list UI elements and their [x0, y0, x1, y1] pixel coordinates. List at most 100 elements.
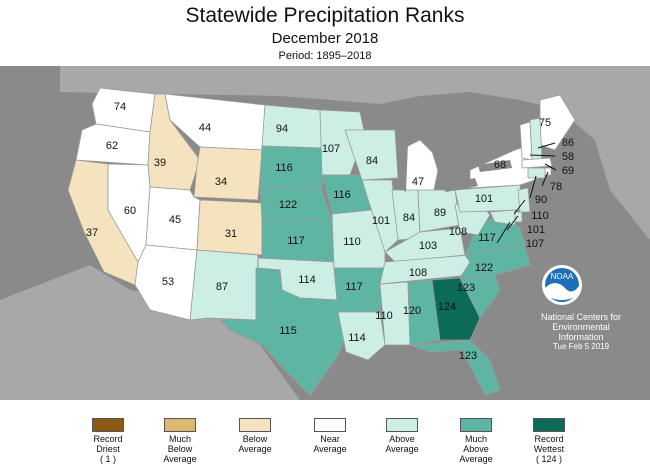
canada-land — [60, 66, 650, 240]
state-NJ — [517, 187, 531, 213]
state-RI — [544, 167, 552, 176]
map-period: Period: 1895–2018 — [278, 50, 372, 62]
rank-label-UT: 45 — [169, 214, 181, 226]
legend-item-record-wettest: Record Wettest ( 124 ) — [509, 418, 589, 464]
rank-label-WV: 108 — [449, 226, 467, 238]
lake-ontario — [478, 160, 512, 172]
rank-label-CA: 37 — [86, 227, 98, 239]
rank-label-NE: 122 — [279, 199, 297, 211]
rank-label-AR: 117 — [345, 281, 363, 293]
rank-label-IA: 116 — [333, 189, 351, 201]
credit-line-3: Information — [558, 332, 604, 342]
legend-label: Much Above Average — [459, 434, 493, 464]
state-MO — [331, 209, 386, 269]
state-DE — [514, 211, 523, 223]
mexico-land — [0, 265, 300, 400]
rank-label-ID: 39 — [154, 157, 166, 169]
legend-swatch — [164, 418, 196, 432]
rank-label-CO: 31 — [225, 228, 237, 240]
rank-label-NM: 87 — [216, 281, 228, 293]
legend-item-much-below: Much Below Average — [140, 418, 220, 464]
rank-label-LA: 114 — [348, 332, 366, 344]
legend-swatch — [92, 418, 124, 432]
noaa-logo-text: NOAA — [551, 272, 574, 281]
legend-item-below: Below Average — [215, 418, 295, 454]
credit-date: Tue Feb 5 2019 — [552, 342, 610, 351]
rank-label-VT: 58 — [562, 151, 574, 163]
rank-label-NC: 122 — [475, 262, 493, 274]
credit-line-2: Environmental — [552, 322, 610, 332]
lake-erie — [440, 178, 478, 192]
rank-label-MD: 107 — [526, 238, 544, 250]
rank-label-MI: 47 — [412, 176, 424, 188]
legend-swatch — [239, 418, 271, 432]
rank-label-OK: 114 — [298, 274, 316, 286]
legend-label: Record Wettest ( 124 ) — [533, 434, 565, 464]
rank-label-VA: 117 — [478, 232, 496, 244]
rank-label-OH: 89 — [434, 207, 446, 219]
rank-label-DE: 101 — [527, 224, 545, 236]
state-MD — [489, 209, 516, 226]
legend: Record Driest ( 1 ) Much Below Average B… — [0, 400, 650, 475]
lake-superior — [380, 115, 445, 138]
rank-label-AL: 120 — [403, 305, 421, 317]
state-FL — [409, 339, 501, 396]
rank-label-FL: 123 — [459, 350, 477, 362]
state-KY — [384, 227, 466, 263]
rank-label-SD: 116 — [275, 162, 293, 174]
rank-label-KS: 117 — [287, 235, 305, 247]
rank-label-IL: 101 — [372, 215, 390, 227]
rank-label-NJ: 110 — [531, 210, 549, 222]
rank-label-GA: 124 — [438, 301, 456, 313]
rank-label-TX: 115 — [279, 325, 297, 337]
rank-label-ME: 75 — [539, 117, 551, 129]
states-layer — [67, 87, 576, 396]
state-CT — [527, 167, 546, 179]
legend-label: Record Driest ( 1 ) — [93, 434, 123, 464]
rank-label-OR: 62 — [106, 140, 118, 152]
legend-label: Near Average — [313, 434, 347, 454]
callout-lines — [496, 142, 557, 244]
rank-label-SC: 123 — [457, 282, 475, 294]
state-MA — [521, 157, 553, 169]
legend-item-record-driest: Record Driest ( 1 ) — [68, 418, 148, 464]
state-ND — [261, 104, 323, 149]
state-VT — [519, 121, 533, 161]
rank-label-MS: 110 — [375, 310, 393, 322]
credit-block: National Centers for Environmental Infor… — [516, 312, 646, 352]
legend-swatch — [533, 418, 565, 432]
rank-label-MN: 107 — [322, 143, 340, 155]
rank-label-PA: 101 — [475, 193, 493, 205]
us-precipitation-map: 74 62 37 39 60 44 34 45 53 31 87 94 116 … — [0, 66, 650, 400]
rank-label-ND: 94 — [276, 123, 288, 135]
rank-label-MT: 44 — [199, 122, 211, 134]
rank-label-AZ: 53 — [162, 276, 174, 288]
legend-label: Much Below Average — [163, 434, 197, 464]
rank-labels: 74 62 37 39 60 44 34 45 53 31 87 94 116 … — [86, 101, 574, 362]
legend-item-much-above: Much Above Average — [436, 418, 516, 464]
map-subtitle: December 2018 — [271, 30, 379, 47]
noaa-logo: NOAA — [542, 265, 582, 305]
legend-item-near: Near Average — [290, 418, 370, 454]
rank-label-NV: 60 — [124, 205, 136, 217]
credit-line-1: National Centers for — [540, 312, 622, 322]
rank-label-MA: 69 — [562, 165, 574, 177]
legend-swatch — [460, 418, 492, 432]
rank-label-WA: 74 — [114, 101, 126, 113]
legend-swatch — [386, 418, 418, 432]
rank-label-TN: 108 — [409, 267, 427, 279]
map-title: Statewide Precipitation Ranks — [185, 4, 465, 27]
lake-michigan — [398, 140, 408, 192]
rank-label-WI: 84 — [366, 155, 378, 167]
rank-label-IN: 84 — [403, 212, 415, 224]
legend-swatch — [314, 418, 346, 432]
legend-item-above: Above Average — [362, 418, 442, 454]
state-IL — [361, 179, 399, 253]
state-TX — [219, 267, 351, 396]
rank-label-NH: 86 — [562, 137, 574, 149]
rank-label-CT: 90 — [535, 194, 547, 206]
lake-huron — [432, 150, 452, 172]
rank-label-NY: 68 — [494, 159, 506, 171]
state-LA — [337, 311, 386, 361]
rank-label-WY: 34 — [215, 176, 227, 188]
